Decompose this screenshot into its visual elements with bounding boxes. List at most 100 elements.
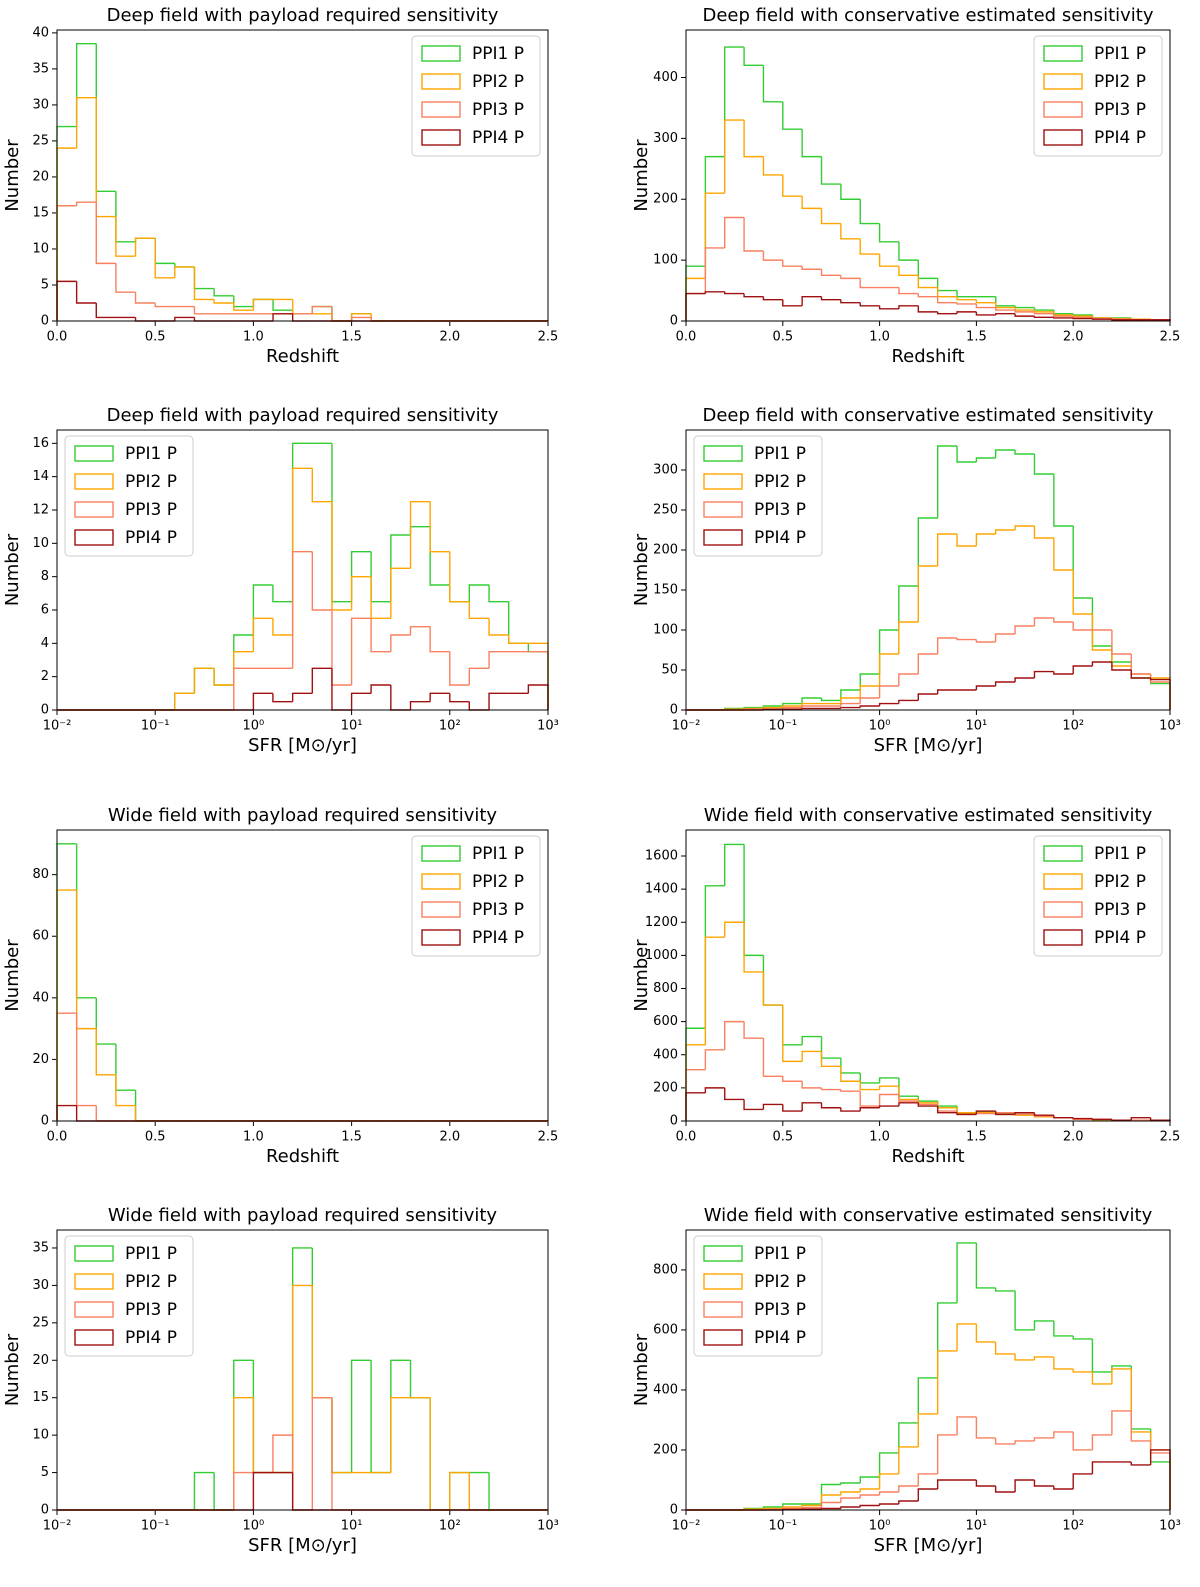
y-tick-label: 4 [41, 636, 49, 651]
x-tick-label: 10⁰ [243, 719, 265, 734]
legend-swatch [421, 73, 461, 90]
histogram-step [449, 585, 470, 603]
x-axis-label: SFR [M⊙/yr] [874, 1535, 983, 1556]
histogram-step [878, 305, 899, 310]
histogram-step [801, 1035, 822, 1045]
histogram-step [975, 685, 996, 690]
legend-label: PPI1 P [754, 1244, 806, 1264]
histogram-step [840, 1491, 861, 1495]
histogram-step [878, 1093, 899, 1107]
histogram-step [743, 217, 764, 252]
x-tick-label: 1.0 [869, 1130, 890, 1145]
histogram-step [449, 651, 470, 686]
histogram-step [174, 692, 195, 710]
histogram-step [331, 306, 352, 322]
y-tick-label: 12 [32, 503, 49, 518]
panel: Deep field with conservative estimated s… [631, 405, 1181, 756]
histogram-step [1053, 1320, 1074, 1337]
y-tick-label: 0 [670, 1503, 678, 1518]
histogram-step [1014, 1440, 1035, 1444]
histogram-step [56, 1104, 77, 1121]
legend-box [411, 35, 541, 157]
legend-label: PPI3 P [754, 500, 806, 520]
histogram-step [820, 698, 841, 702]
histogram-step [898, 699, 919, 704]
histogram-step [859, 302, 880, 307]
legend-swatch [703, 501, 743, 518]
histogram-step [233, 1471, 254, 1510]
y-tick-label: 80 [32, 867, 49, 882]
legend-label: PPI1 P [1094, 844, 1146, 864]
y-tick-label: 0 [670, 314, 678, 329]
legend-swatch [421, 129, 461, 146]
histogram-step [840, 299, 861, 304]
histogram-step [994, 1341, 1016, 1355]
histogram-step [898, 1086, 919, 1101]
histogram-step [291, 1435, 313, 1511]
histogram-step [762, 1038, 783, 1077]
histogram-step [685, 292, 706, 321]
histogram-step [743, 922, 764, 973]
histogram-step [370, 684, 391, 694]
histogram-step [508, 601, 529, 645]
histogram-step [782, 1503, 803, 1507]
legend-box [64, 435, 194, 557]
histogram-step [1130, 1410, 1151, 1442]
histogram-step [1014, 625, 1035, 634]
histogram-step [75, 890, 97, 1030]
histogram-step [468, 667, 490, 685]
histogram-step [840, 706, 861, 709]
histogram-step [782, 1005, 803, 1046]
histogram-step [724, 921, 745, 938]
histogram-step [724, 1020, 745, 1050]
histogram-step [936, 311, 958, 315]
histogram-step [936, 445, 958, 518]
y-tick-label: 35 [32, 1240, 49, 1255]
histogram-step [449, 1471, 470, 1510]
histogram-step [975, 1416, 996, 1439]
histogram-step [311, 667, 332, 694]
histogram-step [743, 1021, 764, 1039]
histogram-step [154, 238, 175, 265]
histogram-step [508, 635, 529, 645]
histogram-step [685, 1092, 706, 1121]
y-tick-label: 6 [41, 603, 49, 618]
histogram-step [56, 125, 77, 321]
histogram-step [468, 1472, 490, 1511]
legend-label: PPI1 P [472, 44, 524, 64]
x-tick-label: 0.0 [676, 1130, 697, 1145]
histogram-step [685, 277, 706, 321]
histogram-step [95, 1105, 116, 1122]
histogram-step [1130, 318, 1151, 320]
y-tick-label: 400 [653, 70, 678, 85]
histogram-step [859, 1072, 880, 1084]
histogram-step [252, 1397, 273, 1474]
x-tick-label: 10² [1062, 719, 1084, 734]
legend-swatch [703, 1329, 743, 1346]
legend-label: PPI3 P [1094, 900, 1146, 920]
x-tick-label: 10¹ [341, 719, 363, 734]
histogram-step [488, 618, 509, 636]
panel-title: Deep field with conservative estimated s… [702, 405, 1153, 426]
y-axis-label: Number [2, 1333, 23, 1406]
y-axis-label: Number [2, 139, 23, 212]
y-tick-label: 200 [653, 543, 678, 558]
panel-title: Wide field with payload required sensiti… [108, 805, 498, 826]
x-tick-label: 1.0 [869, 330, 890, 345]
legend-swatch [74, 1329, 114, 1346]
histogram-step [917, 653, 938, 674]
histogram-step [840, 275, 861, 280]
y-tick-label: 8 [41, 569, 49, 584]
y-tick-label: 1200 [645, 915, 678, 930]
histogram-step [956, 296, 977, 301]
y-tick-label: 0 [41, 314, 49, 329]
histogram-step [1130, 1365, 1151, 1430]
histogram-step [820, 208, 841, 225]
legend-label: PPI2 P [1094, 72, 1146, 92]
histogram-step [193, 1471, 215, 1510]
histogram-step [994, 449, 1016, 458]
histogram-step [291, 313, 313, 322]
histogram-step [1014, 1353, 1035, 1361]
histogram-step [115, 1074, 136, 1107]
legend-box [1033, 35, 1163, 157]
